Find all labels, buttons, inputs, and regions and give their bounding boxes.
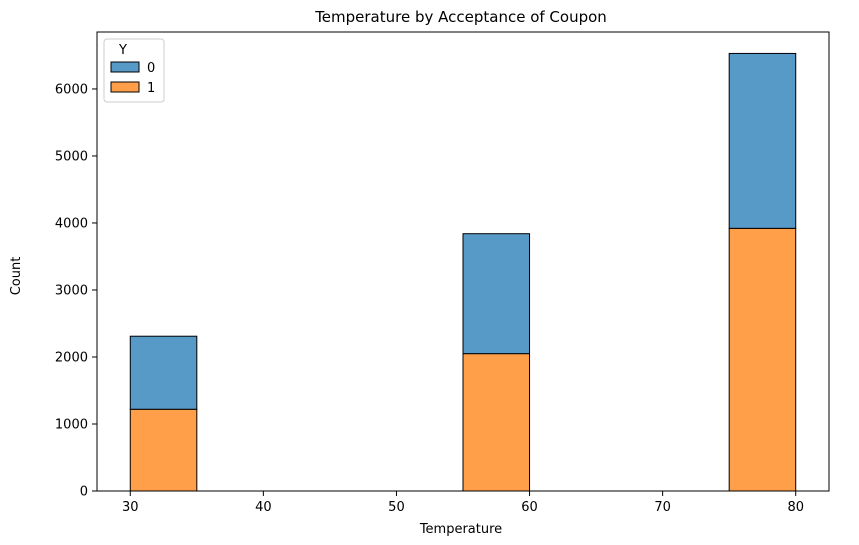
- y-tick-label: 6000: [55, 82, 88, 97]
- legend-swatch-1: [110, 81, 140, 93]
- x-tick-label: 50: [388, 500, 405, 515]
- y-axis-ticks: 0 1000 2000 3000 4000 5000 6000: [55, 82, 97, 500]
- bar-y1-bin-30: [129, 408, 198, 492]
- x-tick-label: 40: [255, 500, 272, 515]
- y-tick-label: 3000: [55, 283, 88, 298]
- legend-title: Y: [118, 43, 127, 58]
- bar-y0-bin-75: [728, 52, 797, 229]
- y-tick-label: 1000: [55, 417, 88, 432]
- x-tick-label: 60: [521, 500, 538, 515]
- bar-y1-bin-55: [462, 353, 531, 492]
- y-axis-label: Count: [9, 257, 24, 296]
- plot-frame: [96, 31, 830, 492]
- chart-title: Temperature by Acceptance of Coupon: [314, 8, 607, 26]
- y-tick-label: 2000: [55, 350, 88, 365]
- x-axis-label: Temperature: [419, 522, 502, 537]
- x-axis-ticks: 30 40 50 60 70 80: [122, 491, 804, 515]
- x-tick-label: 30: [122, 500, 139, 515]
- x-tick-label: 80: [787, 500, 804, 515]
- y-tick-label: 4000: [55, 216, 88, 231]
- y-tick-label: 5000: [55, 149, 88, 164]
- bar-y1-bin-75: [728, 227, 797, 492]
- legend-swatch-0: [110, 61, 140, 73]
- x-tick-label: 70: [654, 500, 671, 515]
- bar-y0-bin-30: [129, 335, 198, 410]
- bar-y0-bin-55: [462, 233, 531, 355]
- legend-label-1: 1: [147, 81, 155, 96]
- legend: Y 0 1: [103, 38, 165, 103]
- y-tick-label: 0: [80, 485, 88, 500]
- bars-group: [129, 52, 797, 492]
- legend-label-0: 0: [147, 61, 155, 76]
